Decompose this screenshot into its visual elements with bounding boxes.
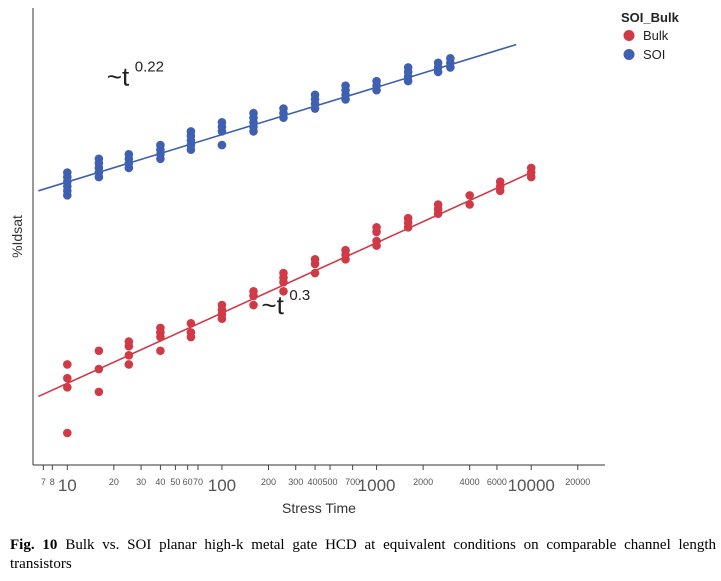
soi-data-point	[217, 140, 227, 150]
soi-data-point	[124, 149, 134, 159]
x-tick-label: 10	[58, 476, 77, 495]
bulk-data-point	[156, 346, 165, 356]
soi-data-point	[310, 90, 320, 100]
bulk-data-point	[341, 245, 350, 255]
x-tick-label: 4000	[460, 477, 480, 487]
figure-caption: Fig. 10 Bulk vs. SOI planar high-k metal …	[10, 536, 716, 574]
x-tick-label: 60	[183, 477, 193, 487]
legend-marker-bulk	[623, 30, 635, 41]
annotation-base: ~t	[107, 62, 130, 92]
x-tick-label: 100	[208, 476, 236, 495]
x-tick-label: 2000	[413, 477, 433, 487]
x-tick-label: 10000	[508, 476, 555, 495]
x-tick-label: 400	[308, 477, 323, 487]
soi-data-point	[372, 76, 381, 86]
bulk-data-point	[186, 319, 196, 328]
bulk-data-point	[94, 346, 104, 356]
bulk-data-point	[279, 287, 288, 296]
bulk-data-point	[249, 300, 258, 310]
legend-title: SOI_Bulk	[621, 10, 680, 25]
bulk-data-point	[310, 255, 320, 264]
soi-data-point	[249, 108, 258, 118]
bulk-data-point	[63, 428, 72, 438]
y-axis-title: %Idsat	[9, 215, 25, 258]
soi-data-point	[94, 154, 104, 164]
legend-label-bulk: Bulk	[643, 28, 669, 43]
soi-data-point	[186, 127, 196, 136]
x-tick-label: 7	[41, 477, 46, 487]
x-tick-label: 1000	[358, 476, 396, 495]
x-tick-label: 6000	[487, 477, 507, 487]
annotation-exponent: 0.3	[289, 287, 310, 304]
fit-lines	[38, 43, 532, 398]
bulk-data-point	[433, 200, 443, 209]
legend-marker-soi	[623, 49, 635, 60]
soi-data-point	[156, 140, 165, 150]
bulk-data-point	[310, 268, 320, 278]
annotation-exponent: 0.22	[135, 59, 164, 76]
x-tick-label: 8	[50, 477, 55, 487]
x-tick-label: 500	[323, 477, 338, 487]
x-axis-title: Stress Time	[282, 500, 356, 516]
x-tick-label: 40	[155, 477, 165, 487]
x-tick-label: 200	[261, 477, 276, 487]
caption-text: Bulk vs. SOI planar high-k metal gate HC…	[10, 537, 716, 572]
annotations: ~t 0.22 ~t 0.3	[107, 59, 310, 321]
x-tick-label: 20	[109, 477, 119, 487]
x-tick-label: 20000	[565, 477, 590, 487]
bulk-data-point	[124, 351, 134, 360]
bulk-power-law-annotation: ~t 0.3	[261, 287, 310, 320]
soi-data-point	[433, 58, 443, 68]
soi-data-point	[63, 168, 72, 177]
bulk-data-point	[63, 383, 72, 392]
bulk-data-point	[94, 387, 104, 397]
legend: SOI_Bulk Bulk SOI	[621, 10, 680, 62]
bulk-data-point	[372, 223, 381, 232]
x-tick-label: 30	[136, 477, 146, 487]
soi-data-point	[279, 104, 288, 113]
data-points	[63, 53, 536, 438]
bulk-data-point	[124, 337, 134, 346]
bulk-data-point	[249, 287, 258, 296]
soi-data-point	[341, 81, 350, 90]
bulk-data-point	[186, 328, 196, 337]
soi-data-point	[403, 63, 413, 72]
x-tick-label: 70	[193, 477, 203, 487]
bulk-data-point	[495, 177, 505, 186]
bulk-data-point	[63, 373, 72, 383]
soi-power-law-annotation: ~t 0.22	[107, 59, 164, 92]
caption-label: Fig. 10	[10, 537, 58, 553]
bulk-data-point	[465, 191, 474, 200]
bulk-data-point	[372, 236, 381, 246]
x-tick-label: 700	[345, 477, 360, 487]
annotation-base: ~t	[261, 290, 284, 320]
bulk-data-point	[63, 360, 72, 369]
bulk-data-point	[156, 323, 165, 333]
bulk-data-point	[403, 213, 413, 223]
bulk-data-point	[526, 163, 536, 173]
soi-data-point	[217, 117, 227, 127]
x-tick-label: 50	[170, 477, 180, 487]
soi-data-point	[446, 53, 455, 63]
bulk-data-point	[465, 200, 474, 209]
bulk-data-point	[217, 300, 227, 310]
bulk-data-point	[94, 364, 104, 374]
legend-label-soi: SOI	[643, 47, 665, 62]
x-tick-label: 300	[288, 477, 303, 487]
bulk-data-point	[279, 268, 288, 278]
bulk-data-point	[124, 360, 134, 369]
